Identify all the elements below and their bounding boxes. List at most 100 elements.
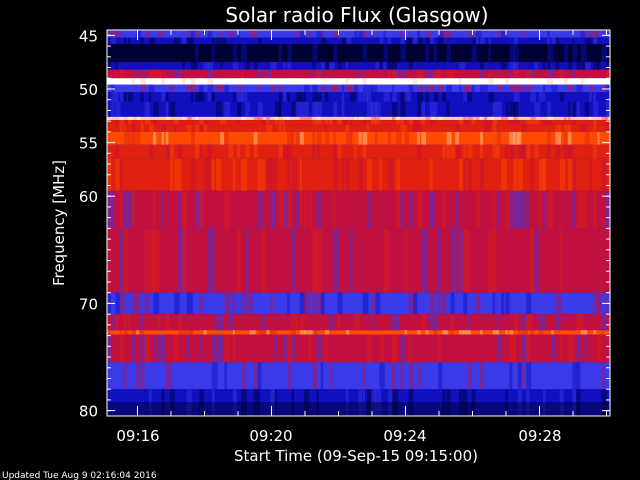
noise-stripe	[563, 124, 570, 132]
noise-stripe	[337, 62, 343, 70]
noise-stripe	[186, 124, 192, 132]
noise-stripe	[496, 101, 502, 117]
noise-stripe	[278, 124, 282, 132]
noise-stripe	[496, 144, 500, 159]
noise-stripe	[165, 116, 171, 121]
noise-stripe	[316, 116, 321, 121]
noise-stripe	[551, 84, 558, 93]
noise-stripe	[488, 228, 493, 293]
noise-stripe	[576, 190, 582, 229]
frequency-band	[107, 402, 610, 416]
noise-stripe	[236, 101, 242, 117]
noise-stripe	[316, 69, 322, 79]
noise-stripe	[291, 101, 298, 117]
noise-stripe	[140, 37, 144, 44]
noise-stripe	[207, 92, 211, 102]
noise-stripe	[291, 334, 296, 363]
x-tick-labels: 09:16 09:20 09:24 09:28	[116, 427, 561, 445]
noise-stripe	[400, 120, 404, 125]
noise-stripe	[446, 30, 453, 38]
x-tick-label: 09:28	[518, 427, 561, 445]
noise-stripe	[123, 92, 127, 102]
noise-stripe	[320, 84, 326, 93]
noise-stripe	[601, 362, 605, 390]
noise-stripe	[492, 190, 496, 229]
noise-stripe	[132, 292, 139, 315]
noise-stripe	[534, 228, 539, 293]
noise-stripe	[521, 190, 526, 229]
noise-stripe	[195, 190, 202, 229]
frequency-band	[107, 120, 610, 125]
noise-stripe	[278, 92, 283, 102]
noise-stripe	[148, 124, 154, 132]
noise-stripe	[111, 30, 116, 38]
noise-stripe	[433, 330, 438, 335]
noise-stripe	[488, 37, 491, 44]
noise-stripe	[115, 101, 121, 117]
noise-stripe	[299, 131, 304, 145]
noise-stripe	[308, 43, 312, 63]
noise-stripe	[534, 120, 540, 125]
noise-stripe	[115, 158, 120, 191]
noise-stripe	[337, 78, 340, 85]
noise-stripe	[232, 158, 236, 191]
noise-stripe	[450, 330, 453, 335]
noise-stripe	[295, 92, 302, 102]
noise-stripe	[547, 131, 552, 145]
noise-stripe	[559, 228, 562, 293]
noise-stripe	[287, 190, 292, 229]
noise-stripe	[568, 158, 574, 191]
noise-stripe	[333, 30, 340, 38]
noise-stripe	[107, 334, 112, 363]
noise-stripe	[316, 190, 321, 229]
noise-stripe	[270, 330, 277, 335]
noise-stripe	[341, 84, 345, 93]
noise-stripe	[467, 30, 474, 38]
noise-stripe	[320, 30, 324, 38]
noise-stripe	[362, 362, 366, 390]
noise-stripe	[333, 228, 340, 293]
noise-stripe	[396, 120, 400, 125]
noise-stripe	[484, 84, 488, 93]
noise-stripe	[400, 30, 404, 38]
noise-stripe	[220, 120, 227, 125]
noise-stripe	[383, 43, 389, 63]
noise-stripe	[547, 69, 553, 79]
noise-stripe	[480, 362, 484, 390]
noise-stripe	[316, 101, 322, 117]
noise-stripe	[115, 69, 118, 79]
noise-stripe	[492, 144, 498, 159]
noise-stripe	[400, 37, 407, 44]
noise-stripe	[178, 144, 183, 159]
noise-stripe	[438, 30, 445, 38]
noise-stripe	[387, 62, 393, 70]
noise-stripe	[521, 30, 525, 38]
noise-stripe	[438, 43, 442, 63]
noise-stripe	[408, 362, 414, 390]
noise-stripe	[345, 131, 352, 145]
noise-stripe	[563, 43, 569, 63]
noise-stripe	[542, 190, 546, 229]
noise-stripe	[291, 131, 294, 145]
noise-stripe	[429, 69, 435, 79]
noise-stripe	[232, 92, 236, 102]
noise-stripe	[127, 78, 134, 85]
noise-stripe	[425, 116, 432, 121]
noise-stripe	[538, 330, 544, 335]
noise-stripe	[366, 78, 373, 85]
x-tick-label: 09:20	[249, 427, 292, 445]
noise-stripe	[513, 334, 517, 363]
noise-stripe	[207, 30, 213, 38]
noise-stripe	[207, 84, 214, 93]
noise-stripe	[475, 116, 479, 121]
noise-stripe	[459, 120, 465, 125]
noise-stripe	[547, 120, 552, 125]
noise-stripe	[345, 124, 349, 132]
noise-stripe	[127, 314, 131, 331]
noise-stripe	[563, 116, 567, 121]
noise-stripe	[547, 43, 554, 63]
noise-stripe	[572, 190, 576, 229]
noise-stripe	[513, 120, 520, 125]
noise-stripe	[475, 30, 482, 38]
noise-stripe	[412, 120, 418, 125]
